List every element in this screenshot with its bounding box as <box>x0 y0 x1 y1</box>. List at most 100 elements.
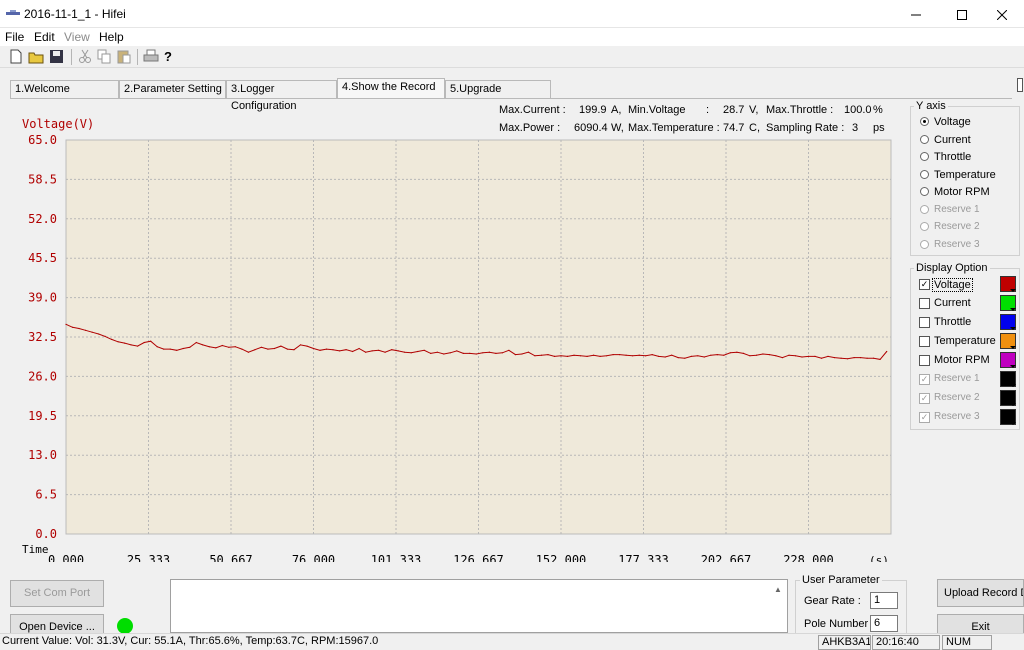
max-power-value: 6090.4 <box>574 122 608 134</box>
swatch-dropdown-icon[interactable] <box>1010 308 1016 311</box>
y-axis-radio-temperature[interactable] <box>920 169 929 179</box>
voltage-data-point <box>834 357 836 359</box>
voltage-data-point <box>599 355 601 357</box>
x-tick-label: 126.667 <box>453 553 504 562</box>
y-axis-label: Voltage(V) <box>22 117 94 131</box>
help-icon[interactable]: ? <box>164 49 172 64</box>
app-icon <box>6 10 20 15</box>
min-voltage-colon: : <box>706 104 710 116</box>
tab-logger-configuration[interactable]: 3.Logger Configuration <box>226 80 337 112</box>
voltage-data-point <box>195 341 197 344</box>
y-axis-option-motor-rpm[interactable]: Motor RPM <box>934 186 990 198</box>
voltage-data-point <box>527 351 530 353</box>
voltage-data-point <box>866 357 868 359</box>
display-option-group-title: Display Option <box>914 262 990 274</box>
voltage-data-point <box>332 349 334 351</box>
open-folder-icon[interactable] <box>28 49 44 64</box>
voltage-data-point <box>352 350 354 353</box>
display-option-voltage[interactable]: Voltage <box>932 278 973 292</box>
y-axis-option-reserve-1: Reserve 1 <box>934 203 980 215</box>
display-checkbox-throttle[interactable] <box>919 317 930 328</box>
voltage-data-point <box>853 357 855 359</box>
voltage-data-point <box>208 346 210 348</box>
swatch-dropdown-icon[interactable] <box>1010 365 1016 368</box>
title-bar: 2016-11-1_1 - Hifei <box>0 0 1024 28</box>
y-axis-radio-motor-rpm[interactable] <box>920 187 929 196</box>
color-swatch-reserve-3[interactable] <box>1000 409 1016 425</box>
voltage-data-point <box>286 348 288 350</box>
color-swatch-motor-rpm[interactable] <box>1000 352 1016 368</box>
set-com-port-button[interactable]: Set Com Port <box>10 580 104 607</box>
exit-button[interactable]: Exit <box>937 614 1024 636</box>
display-option-motor-rpm[interactable]: Motor RPM <box>934 354 990 366</box>
close-icon[interactable] <box>979 0 1024 28</box>
swatch-dropdown-icon[interactable] <box>1010 384 1016 387</box>
voltage-data-point <box>98 333 100 335</box>
voltage-data-point <box>469 352 471 354</box>
min-voltage-label: Min.Voltage <box>628 104 686 116</box>
y-axis-radio-current[interactable] <box>920 134 929 144</box>
menu-help[interactable]: Help <box>99 30 124 44</box>
voltage-data-point <box>423 349 425 351</box>
new-file-icon[interactable] <box>8 49 24 64</box>
swatch-dropdown-icon[interactable] <box>1010 327 1016 330</box>
display-option-throttle[interactable]: Throttle <box>934 316 972 328</box>
y-axis-radio-throttle[interactable] <box>920 152 929 161</box>
maximize-icon[interactable] <box>939 0 985 28</box>
status-time: 20:16:40 <box>872 635 940 650</box>
swatch-dropdown-icon[interactable] <box>1010 422 1016 425</box>
cut-icon[interactable] <box>77 49 93 64</box>
display-option-temperature[interactable]: Temperature <box>934 335 996 347</box>
gear-rate-input[interactable]: 1 <box>870 592 898 609</box>
tab-parameter-setting[interactable]: 2.Parameter Setting <box>119 80 226 98</box>
color-swatch-current[interactable] <box>1000 295 1016 311</box>
color-swatch-voltage[interactable] <box>1000 276 1016 292</box>
y-axis-option-voltage[interactable]: Voltage <box>934 116 971 128</box>
tab-welcome[interactable]: 1.Welcome <box>10 80 119 98</box>
copy-icon[interactable] <box>96 49 112 64</box>
log-textarea[interactable] <box>170 579 788 633</box>
minimize-icon[interactable] <box>893 0 939 28</box>
voltage-data-point <box>169 348 171 350</box>
y-axis-radio-reserve-2 <box>920 222 929 231</box>
voltage-data-point <box>697 355 699 357</box>
max-temperature-label: Max.Temperature : <box>628 122 720 134</box>
upload-record-button[interactable]: Upload Record Data <box>937 579 1024 607</box>
voltage-data-point <box>215 347 217 349</box>
color-swatch-throttle[interactable] <box>1000 314 1016 330</box>
scroll-up-icon[interactable]: ▲ <box>774 585 782 594</box>
display-checkbox-motor-rpm[interactable] <box>919 355 930 366</box>
color-swatch-reserve-2[interactable] <box>1000 390 1016 406</box>
voltage-data-point <box>228 346 230 348</box>
tab-upgrade[interactable]: 5.Upgrade <box>445 80 551 98</box>
menu-view[interactable]: View <box>64 30 90 44</box>
y-axis-option-temperature[interactable]: Temperature <box>934 168 996 181</box>
scroll-indicator[interactable] <box>1017 78 1023 92</box>
voltage-data-point <box>547 354 549 356</box>
pole-number-input[interactable]: 6 <box>870 615 898 632</box>
display-option-current[interactable]: Current <box>934 297 971 309</box>
display-checkbox-current[interactable] <box>919 298 930 309</box>
x-tick-label: 76.000 <box>292 553 335 562</box>
swatch-dropdown-icon[interactable] <box>1010 346 1016 349</box>
color-swatch-reserve-1[interactable] <box>1000 371 1016 387</box>
y-axis-option-throttle[interactable]: Throttle <box>934 151 972 163</box>
x-tick-label: 152.000 <box>536 553 587 562</box>
voltage-data-point <box>508 349 510 351</box>
voltage-data-point <box>358 347 360 350</box>
print-icon[interactable] <box>143 49 159 64</box>
swatch-dropdown-icon[interactable] <box>1010 403 1016 406</box>
display-checkbox-temperature[interactable] <box>919 336 930 347</box>
color-swatch-temperature[interactable] <box>1000 333 1016 349</box>
voltage-data-point <box>137 345 139 347</box>
paste-icon[interactable] <box>116 49 132 64</box>
save-icon[interactable] <box>49 49 65 64</box>
tab-show-the-record[interactable]: 4.Show the Record <box>337 78 445 99</box>
display-checkbox-voltage[interactable]: ✓ <box>919 279 930 290</box>
swatch-dropdown-icon[interactable] <box>1010 289 1016 292</box>
menu-file[interactable]: File <box>5 30 25 44</box>
menu-edit[interactable]: Edit <box>34 30 55 44</box>
y-axis-radio-voltage[interactable] <box>920 117 929 126</box>
y-axis-option-current[interactable]: Current <box>934 133 971 146</box>
voltage-data-point <box>462 352 464 354</box>
